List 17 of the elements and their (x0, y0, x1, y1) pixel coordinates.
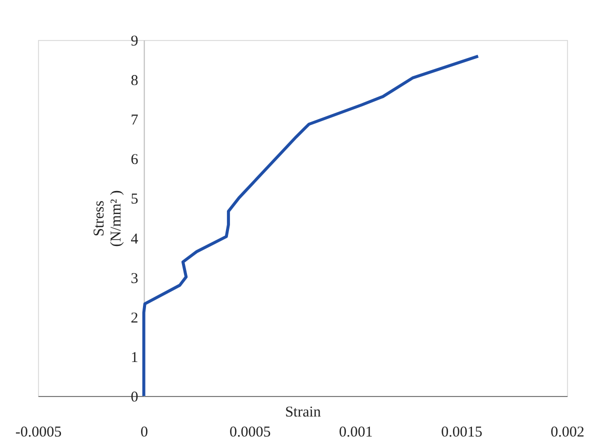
y-tick-label: 8 (130, 73, 138, 90)
y-tick-label: 6 (130, 152, 139, 168)
x-axis-title: Strain (285, 404, 322, 420)
x-tick-label: 0.0005 (229, 424, 271, 440)
y-tick-label: 7 (130, 112, 139, 129)
x-tick-label: 0.001 (339, 424, 373, 440)
y-axis-title: Stress (N/mm² ) (91, 190, 124, 247)
y-tick-label: 9 (130, 34, 138, 50)
x-tick-label: 0.002 (550, 424, 584, 440)
line-series (142, 54, 480, 396)
y-tick-label: 4 (130, 231, 139, 248)
y-tick-label: 5 (130, 192, 138, 208)
y-tick-label: 1 (130, 350, 138, 366)
x-tick-label: -0.0005 (15, 424, 62, 440)
x-tick-label: 0.0015 (441, 424, 482, 440)
y-tick-label: 2 (130, 310, 138, 326)
y-tick-label: 3 (130, 270, 138, 287)
